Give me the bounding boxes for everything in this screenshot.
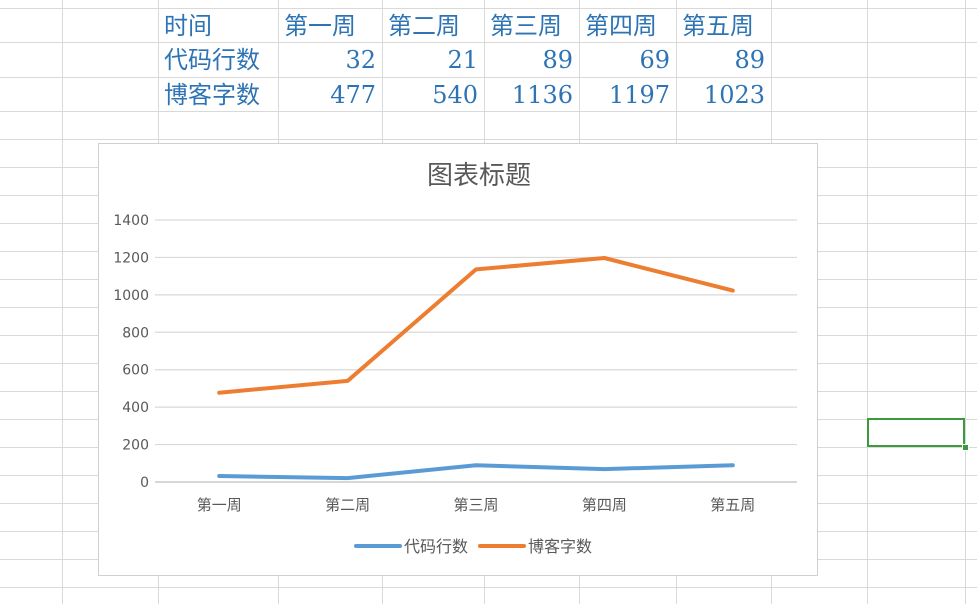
cell-header-week1[interactable]: 第一周 — [284, 12, 356, 40]
cell-row-label-code-lines[interactable]: 代码行数 — [164, 46, 260, 74]
y-tick-label: 1400 — [113, 213, 149, 229]
series-line-1 — [217, 463, 735, 481]
cell-code-week2[interactable]: 21 — [447, 46, 478, 74]
cell-header-time[interactable]: 时间 — [164, 12, 212, 40]
y-tick-label: 800 — [122, 325, 149, 341]
cell-code-week3[interactable]: 89 — [542, 46, 573, 74]
y-tick-label: 400 — [122, 400, 149, 416]
y-tick-label: 1000 — [113, 288, 149, 304]
cell-blog-week3[interactable]: 1136 — [511, 81, 573, 109]
y-tick-label: 1200 — [113, 250, 149, 266]
cell-header-week2[interactable]: 第二周 — [388, 12, 460, 40]
x-tick-label: 第三周 — [453, 496, 498, 514]
legend-label-1: 代码行数 — [404, 537, 468, 556]
cell-code-week5[interactable]: 89 — [734, 46, 765, 74]
cell-code-week4[interactable]: 69 — [639, 46, 670, 74]
y-tick-label: 200 — [122, 438, 149, 454]
line-chart[interactable]: 图表标题 0 200 400 600 800 1000 1200 1400 第一周 第二周 第三周 第四… — [98, 143, 818, 576]
cell-code-week1[interactable]: 32 — [345, 46, 376, 74]
x-tick-label: 第四周 — [582, 496, 627, 514]
cell-blog-week1[interactable]: 477 — [330, 81, 376, 109]
cell-header-week4[interactable]: 第四周 — [585, 12, 657, 40]
x-tick-label: 第五周 — [710, 496, 755, 514]
cell-blog-week5[interactable]: 1023 — [703, 81, 765, 109]
cell-header-week5[interactable]: 第五周 — [682, 12, 754, 40]
y-tick-label: 0 — [140, 475, 149, 491]
x-tick-label: 第一周 — [197, 496, 242, 514]
fill-handle[interactable] — [962, 444, 969, 451]
cell-blog-week4[interactable]: 1197 — [608, 81, 670, 109]
cell-row-label-blog-words[interactable]: 博客字数 — [164, 81, 260, 109]
series-line-2 — [217, 256, 735, 395]
chart-canvas: 图表标题 0 200 400 600 800 1000 1200 1400 第一周 第二周 第三周 第四… — [113, 161, 797, 556]
chart-title: 图表标题 — [427, 161, 531, 191]
y-tick-label: 600 — [122, 363, 149, 379]
cell-header-week3[interactable]: 第三周 — [490, 12, 562, 40]
cell-blog-week2[interactable]: 540 — [432, 81, 478, 109]
selected-cell[interactable] — [867, 418, 965, 447]
legend-label-2: 博客字数 — [528, 537, 592, 556]
x-tick-label: 第二周 — [325, 496, 370, 514]
